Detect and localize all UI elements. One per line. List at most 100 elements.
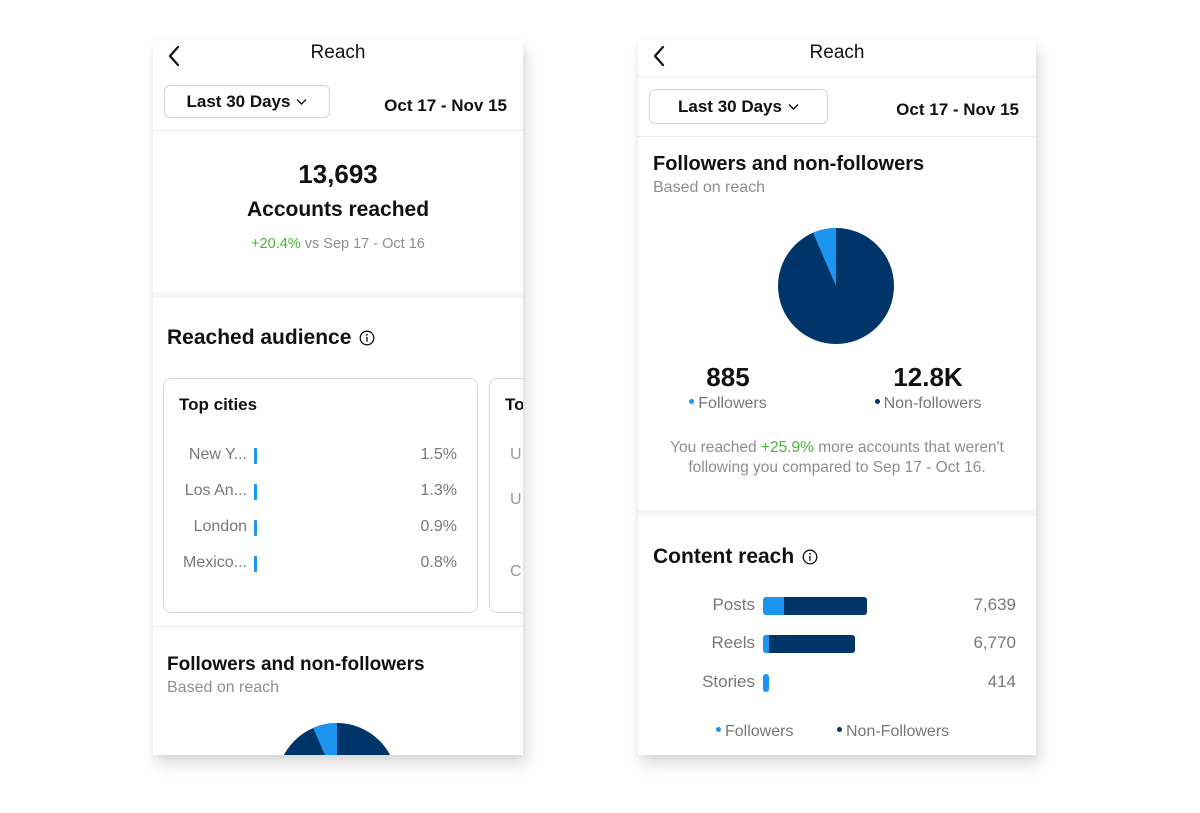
country-name: U [510, 491, 522, 508]
divider [638, 76, 1036, 77]
content-reach-value: 414 [987, 672, 1016, 691]
info-icon[interactable] [359, 330, 375, 346]
city-percent: 0.9% [420, 518, 457, 535]
non-followers-legend: Non-followers [858, 395, 998, 413]
city-percent: 0.8% [420, 554, 457, 571]
followers-section-title: Followers and non-followers [653, 153, 925, 175]
legend-non-followers-label: Non-Followers [846, 723, 950, 740]
divider [153, 626, 523, 627]
followers-bar-segment [763, 597, 784, 615]
followers-slice [812, 228, 836, 286]
followers-dot [689, 399, 695, 405]
content-reach-header: Content reach [653, 545, 818, 569]
page-title: Reach [809, 42, 865, 63]
note-prefix: You reached [670, 439, 757, 456]
followers-legend: Followers [678, 395, 778, 413]
non-followers-count: 12.8K [893, 362, 963, 392]
city-row: New Y... 1.5% [164, 445, 477, 467]
content-reach-bar [763, 674, 923, 692]
note-change-percent: +25.9% [760, 439, 814, 456]
followers-legend: Followers [716, 723, 793, 741]
reach-note-line1: You reached +25.9% more accounts that we… [638, 438, 1036, 458]
city-percent: 1.3% [420, 482, 457, 499]
non-followers-legend: Non-Followers [837, 723, 949, 741]
non-followers-stat: 12.8K Non-followers [858, 362, 998, 413]
content-reach-value: 7,639 [973, 595, 1016, 614]
page-title: Reach [310, 42, 366, 63]
non-followers-label: Non-followers [883, 395, 982, 412]
followers-pie-chart [778, 228, 894, 344]
date-range-text: Oct 17 - Nov 15 [384, 96, 507, 115]
chevron-left-icon[interactable] [650, 43, 670, 69]
city-percent: 1.5% [420, 446, 457, 463]
followers-section-subtitle: Based on reach [167, 679, 280, 696]
followers-bar-segment [763, 674, 769, 692]
city-name: Los An... [184, 482, 247, 499]
city-row: Mexico... 0.8% [164, 553, 477, 575]
chevron-down-icon [788, 103, 799, 110]
content-type-label: Stories [702, 672, 755, 691]
date-range-dropdown-label: Last 30 Days [678, 96, 782, 116]
city-row: Los An... 1.3% [164, 481, 477, 503]
content-reach-row: Posts 7,639 [638, 595, 1036, 617]
top-countries-title: To [505, 395, 523, 414]
reach-screen-left: Reach Last 30 Days Oct 17 - Nov 15 13,69… [153, 40, 523, 755]
content-reach-bar [763, 597, 923, 615]
city-name: London [193, 518, 247, 535]
city-bar [254, 520, 257, 536]
reach-note-line2: following you compared to Sep 17 - Oct 1… [688, 459, 986, 476]
city-name: Mexico... [182, 554, 247, 571]
chevron-left-icon[interactable] [165, 43, 185, 69]
city-bar [254, 448, 257, 464]
content-reach-bar [763, 635, 923, 653]
legend-followers-label: Followers [725, 723, 794, 740]
non-followers-bar-segment [783, 597, 867, 615]
city-name: New Y... [188, 446, 247, 463]
reach-comparison-note: You reached +25.9% more accounts that we… [638, 438, 1036, 478]
non-followers-dot [837, 727, 842, 733]
top-cities-title: Top cities [179, 395, 258, 414]
non-followers-dot [874, 399, 880, 405]
followers-dot [716, 727, 721, 733]
date-range-dropdown-label: Last 30 Days [186, 91, 291, 111]
date-range-dropdown[interactable]: Last 30 Days [164, 85, 330, 118]
accounts-reached-value: 13,693 [298, 159, 378, 189]
accounts-reached-label: Accounts reached [246, 198, 430, 221]
chevron-down-icon [296, 98, 307, 105]
city-row: London 0.9% [164, 517, 477, 539]
reach-screen-right: Reach Last 30 Days Oct 17 - Nov 15 Follo… [638, 40, 1036, 755]
reached-audience-title: Reached audience [167, 326, 352, 349]
followers-slice [313, 723, 337, 755]
non-followers-slice [283, 723, 391, 755]
content-type-label: Posts [712, 595, 755, 614]
content-reach-value: 6,770 [973, 633, 1016, 652]
date-range-dropdown[interactable]: Last 30 Days [649, 89, 828, 124]
nav-bar: Reach [153, 40, 523, 76]
comparison-period: vs Sep 17 - Oct 16 [304, 236, 425, 252]
followers-section-subtitle: Based on reach [653, 179, 766, 196]
top-cities-card[interactable]: Top cities New Y... 1.5% Los An... 1.3% … [163, 378, 478, 613]
city-bar [254, 484, 257, 500]
content-reach-row: Reels 6,770 [638, 633, 1036, 655]
city-bar [254, 556, 257, 572]
followers-bar-segment [763, 635, 770, 653]
divider [638, 136, 1036, 137]
change-percent: +20.4% [251, 236, 301, 252]
followers-stat: 885 Followers [678, 362, 778, 413]
date-range-text: Oct 17 - Nov 15 [896, 100, 1019, 119]
followers-count: 885 [706, 362, 750, 392]
top-countries-card[interactable]: To U U C [489, 378, 523, 613]
country-name: C [510, 563, 522, 580]
reached-audience-header: Reached audience [167, 326, 375, 350]
followers-section-title: Followers and non-followers [167, 654, 425, 675]
accounts-reached-comparison: +20.4% vs Sep 17 - Oct 16 [153, 236, 523, 252]
content-reach-title: Content reach [653, 545, 795, 568]
content-reach-row: Stories 414 [638, 672, 1036, 694]
nav-bar: Reach [638, 40, 1036, 76]
info-icon[interactable] [802, 549, 818, 565]
section-divider [638, 510, 1036, 516]
country-name: U [510, 446, 522, 463]
note-suffix: more accounts that weren't [818, 439, 1004, 456]
section-divider [153, 292, 523, 298]
content-type-label: Reels [711, 633, 755, 652]
